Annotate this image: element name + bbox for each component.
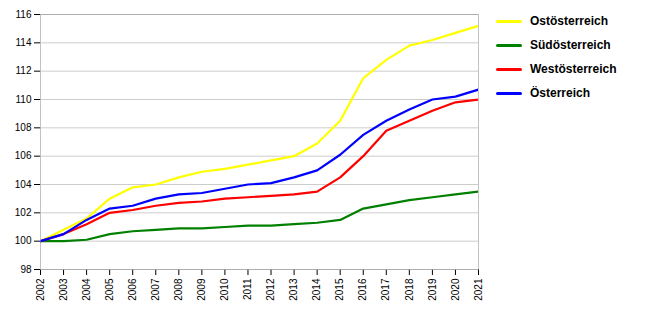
svg-text:106: 106 <box>15 150 32 161</box>
svg-text:104: 104 <box>15 179 32 190</box>
svg-text:114: 114 <box>16 37 32 48</box>
svg-text:2004: 2004 <box>81 278 92 301</box>
svg-text:2015: 2015 <box>334 278 345 301</box>
svg-text:2016: 2016 <box>357 278 368 301</box>
svg-text:2009: 2009 <box>196 278 207 301</box>
svg-text:2013: 2013 <box>288 278 299 301</box>
svg-text:2011: 2011 <box>242 278 253 300</box>
svg-text:2018: 2018 <box>404 278 415 301</box>
svg-text:108: 108 <box>15 122 32 133</box>
svg-text:110: 110 <box>16 94 32 105</box>
svg-text:98: 98 <box>20 264 32 275</box>
html-text:Westösterreich: Westösterreich <box>530 62 617 76</box>
svg-text:102: 102 <box>15 207 32 218</box>
svg-text:2020: 2020 <box>450 278 461 301</box>
svg-text:2019: 2019 <box>427 278 438 301</box>
svg-text:2014: 2014 <box>311 278 322 301</box>
svg-text:112: 112 <box>16 65 32 76</box>
svg-text:2006: 2006 <box>127 278 138 301</box>
svg-text:2003: 2003 <box>58 278 69 301</box>
svg-text:116: 116 <box>16 9 32 20</box>
svg-text:100: 100 <box>15 235 32 246</box>
svg-text:2008: 2008 <box>173 278 184 301</box>
html-text:Österreich: Österreich <box>530 86 590 100</box>
svg-text:2017: 2017 <box>380 278 391 301</box>
svg-text:2007: 2007 <box>150 278 161 301</box>
svg-text:2021: 2021 <box>473 278 484 301</box>
svg-text:2012: 2012 <box>265 278 276 301</box>
svg-text:2010: 2010 <box>219 278 230 301</box>
svg-text:2002: 2002 <box>35 278 46 301</box>
html-text:Ostösterreich: Ostösterreich <box>530 14 608 28</box>
svg-text:2005: 2005 <box>104 278 115 301</box>
html-text:Südösterreich: Südösterreich <box>530 38 611 52</box>
